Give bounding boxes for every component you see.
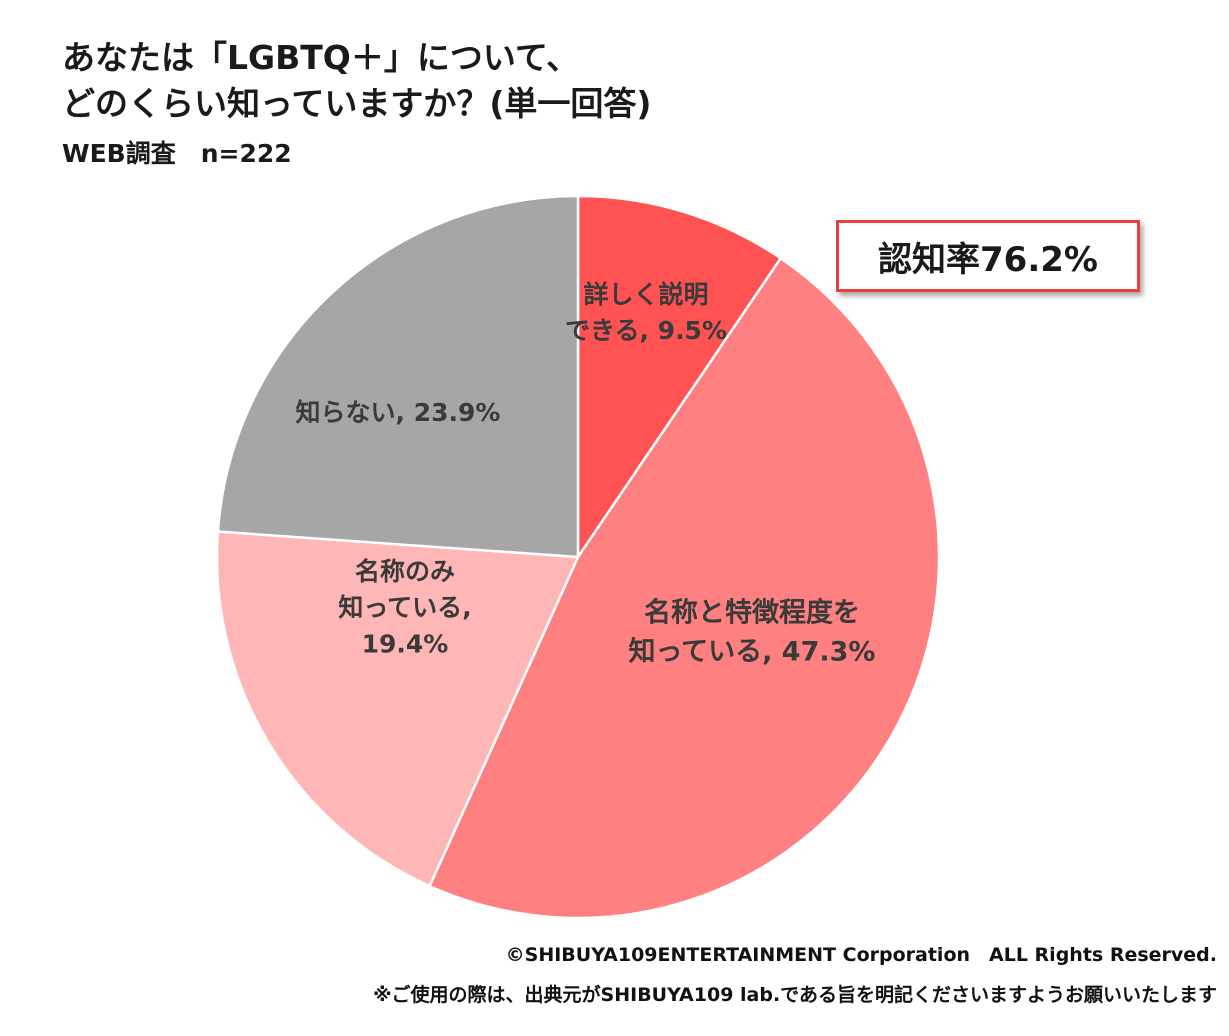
chart-title-line2: どのくらい知っていますか？(単一回答)	[62, 84, 652, 123]
slice-unknown-label: 知らない, 23.9%	[296, 398, 501, 427]
slice-name-only	[215, 530, 580, 888]
slice-name-and-traits-label: 名称と特徴程度を知っている, 47.3%	[629, 596, 876, 667]
slice-detailed-label: 詳しく説明できる, 9.5%	[565, 280, 727, 345]
slice-detailed	[576, 194, 783, 562]
recognition-rate-badge: 認知率76.2%	[836, 220, 1140, 292]
copyright-text: ©SHIBUYA109ENTERTAINMENT Corporation ALL…	[505, 944, 1217, 966]
recognition-rate-text: 認知率76.2%	[878, 239, 1098, 280]
usage-note-text: ※ご使用の際は、出典元がSHIBUYA109 lab.である旨を明記くださいます…	[373, 984, 1217, 1006]
slice-name-and-traits	[427, 256, 941, 920]
slice-unknown	[216, 194, 580, 559]
chart-subtitle: WEB調査 n=222	[62, 139, 292, 168]
slice-name-only-label: 名称のみ知っている, 19.4%	[338, 557, 471, 659]
chart-title-line1: あなたは「LGBTQ＋」について、	[62, 38, 580, 77]
